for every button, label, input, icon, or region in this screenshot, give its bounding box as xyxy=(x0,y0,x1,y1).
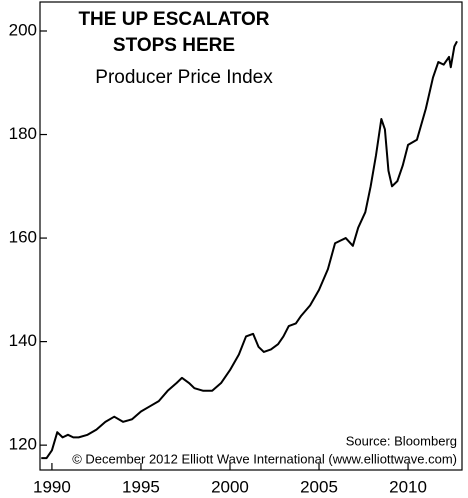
chart-title: THE UP ESCALATOR xyxy=(78,9,269,30)
y-tick-label: 200 xyxy=(9,20,37,39)
copyright-note: © December 2012 Elliott Wave Internation… xyxy=(72,451,457,466)
x-tick-label: 1995 xyxy=(122,477,160,496)
price-line xyxy=(41,40,458,460)
y-tick-label: 120 xyxy=(9,435,37,454)
plot-frame xyxy=(39,1,463,471)
x-tick-label: 1990 xyxy=(33,477,71,496)
y-tick-label: 160 xyxy=(9,228,37,247)
x-tick-label: 2005 xyxy=(300,477,338,496)
source-note: Source: Bloomberg xyxy=(346,433,457,448)
chart-subtitle: Producer Price Index xyxy=(95,67,273,88)
y-tick-label: 140 xyxy=(9,331,37,350)
x-tick-label: 2000 xyxy=(211,477,249,496)
y-tick-label: 180 xyxy=(9,124,37,143)
chart-title: STOPS HERE xyxy=(113,35,235,56)
x-tick-label: 2010 xyxy=(389,477,427,496)
